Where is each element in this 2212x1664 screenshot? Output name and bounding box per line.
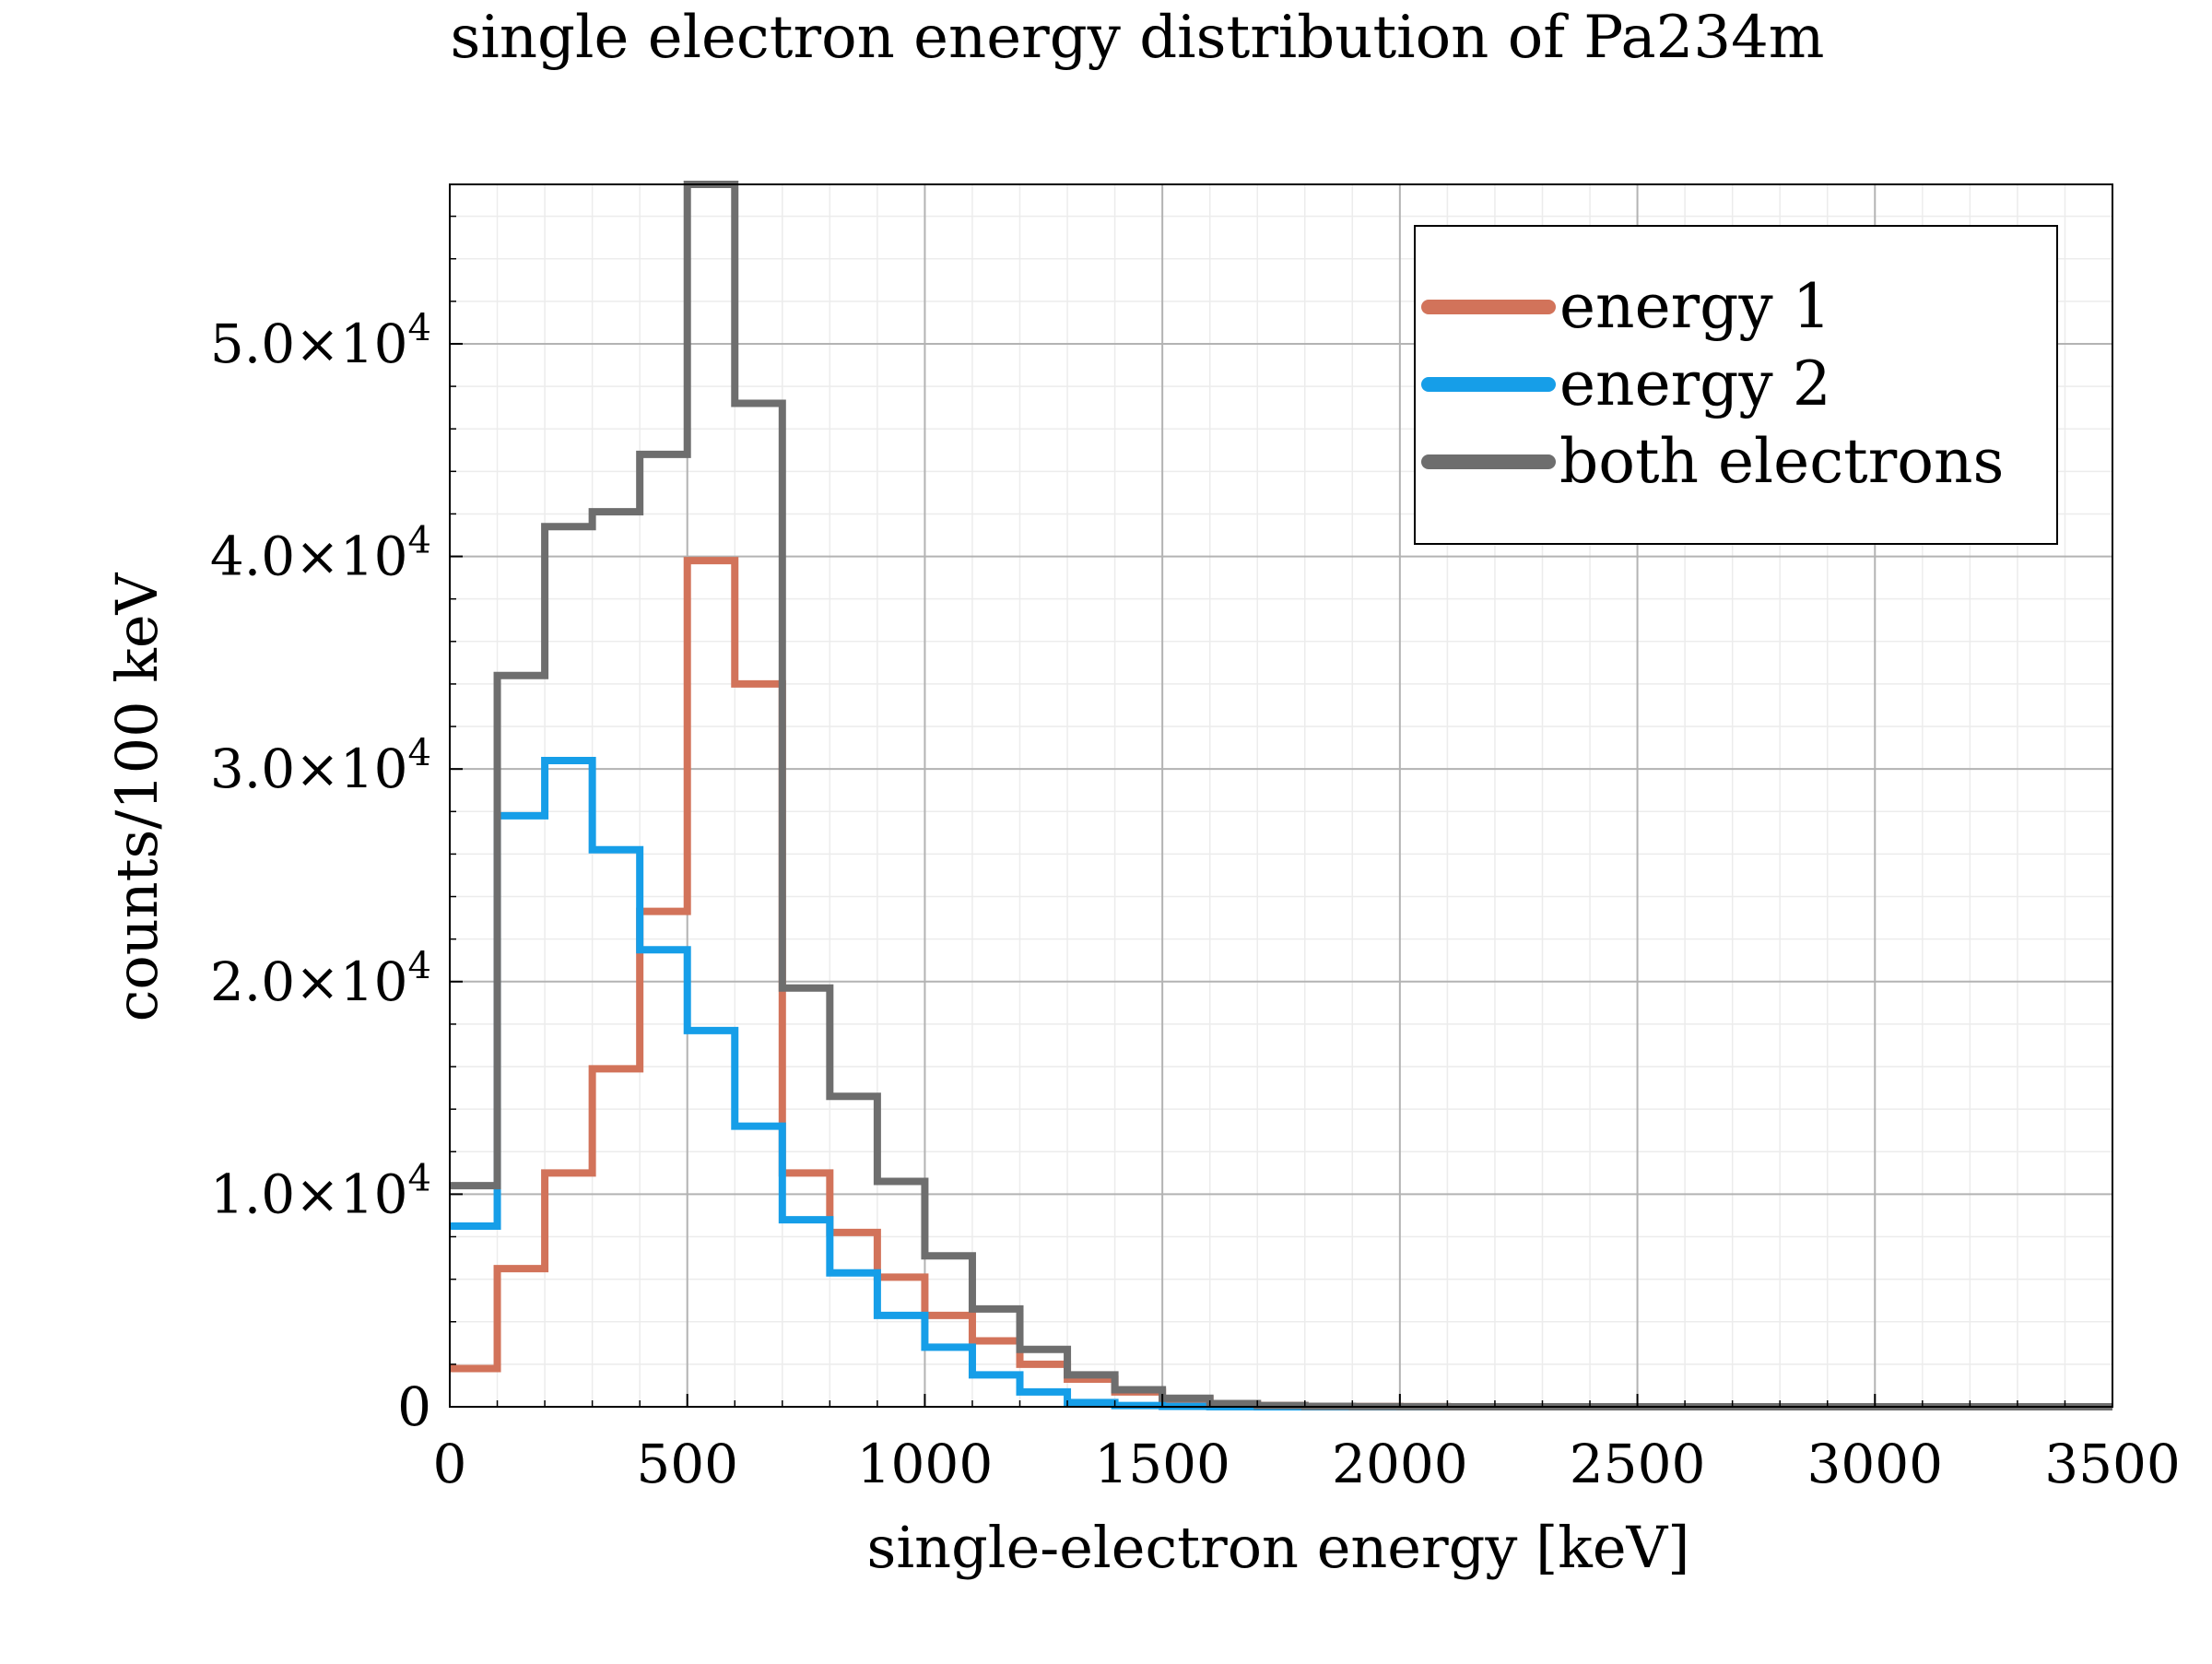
- y-axis-ticks: 0 1.0×104 2.0×104 3.0×104 4.0×104 5.0×104: [210, 215, 463, 1438]
- y-tick-label: 0: [397, 1375, 431, 1438]
- legend-label-energy-2: energy 2: [1559, 348, 1831, 419]
- y-tick-label: 4.0×104: [210, 520, 431, 588]
- minor-grid: [450, 184, 2112, 1407]
- y-tick-label: 2.0×104: [210, 945, 431, 1013]
- x-tick-label: 3000: [1806, 1433, 1943, 1495]
- plot-frame: [449, 183, 2113, 1408]
- y-tick-label: 5.0×104: [210, 307, 431, 375]
- x-tick-label: 0: [433, 1433, 467, 1495]
- legend-label-energy-1: energy 1: [1559, 271, 1831, 342]
- x-tick-label: 500: [636, 1433, 738, 1495]
- x-tick-label: 1500: [1094, 1433, 1230, 1495]
- chart-title: single electron energy distribution of P…: [451, 4, 1825, 72]
- y-tick-label: 1.0×104: [210, 1157, 431, 1225]
- x-axis-label: single-electron energy [keV]: [867, 1514, 1690, 1581]
- x-tick-label: 2000: [1332, 1433, 1468, 1495]
- x-tick-label: 3500: [2044, 1433, 2181, 1495]
- y-tick-label: 3.0×104: [210, 732, 431, 800]
- x-tick-label: 1000: [857, 1433, 994, 1495]
- x-axis-ticks: 0 500 1000 1500 2000 2500 3000 3500: [433, 1394, 2181, 1495]
- x-tick-label: 2500: [1570, 1433, 1706, 1495]
- legend-label-both-electrons: both electrons: [1559, 426, 2004, 497]
- y-axis-label: counts/100 keV: [103, 572, 171, 1021]
